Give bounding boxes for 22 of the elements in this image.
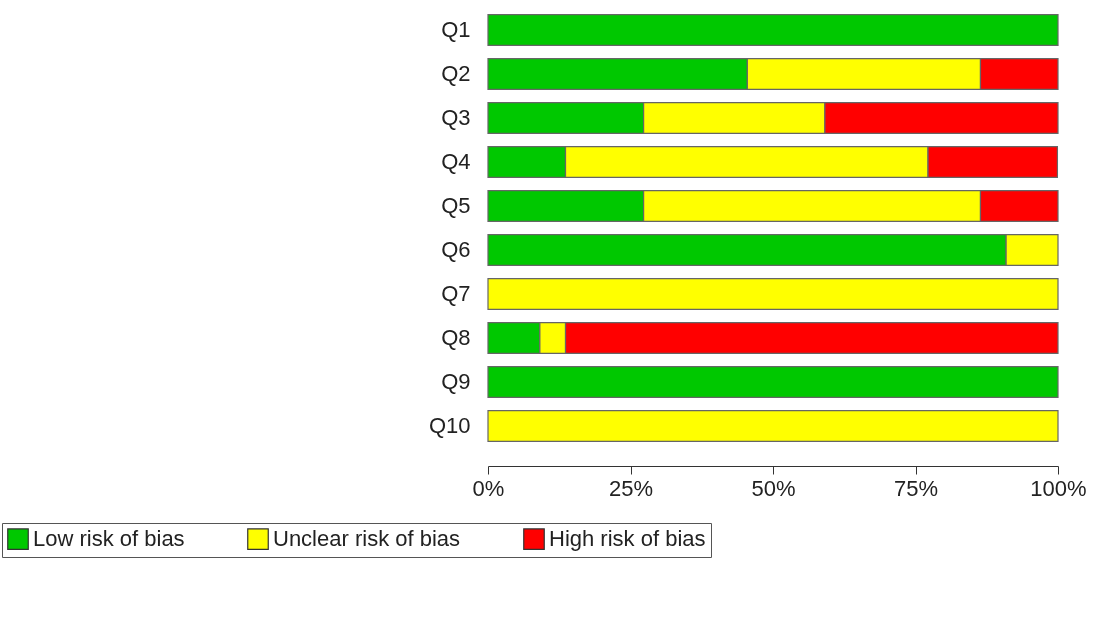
bar bbox=[487, 278, 1059, 310]
x-tick-label: 50% bbox=[751, 475, 796, 501]
y-tick-label: Q6 bbox=[441, 237, 471, 262]
legend-label: High risk of bias bbox=[549, 526, 706, 552]
legend-label: Unclear risk of bias bbox=[273, 526, 461, 552]
bar bbox=[487, 366, 1059, 398]
x-tick-label: 100% bbox=[1030, 475, 1087, 501]
x-tick-label: 25% bbox=[608, 475, 654, 501]
y-tick-label: Q9 bbox=[441, 369, 471, 394]
y-tick-label: Q8 bbox=[441, 325, 471, 350]
y-tick-label: Q10 bbox=[428, 413, 471, 438]
bar bbox=[487, 410, 1059, 442]
y-tick-label: Q2 bbox=[441, 61, 471, 86]
y-tick-label: Q3 bbox=[441, 105, 471, 130]
y-tick-label: Q4 bbox=[441, 149, 471, 174]
y-tick-label: Q5 bbox=[441, 193, 471, 218]
bar bbox=[487, 14, 1059, 46]
y-tick-label: Q7 bbox=[441, 281, 471, 306]
y-tick-label: Q1 bbox=[441, 17, 471, 42]
x-tick-label: 75% bbox=[893, 475, 939, 501]
x-tick-label: 0% bbox=[472, 475, 505, 501]
legend-label: Low risk of bias bbox=[33, 526, 185, 552]
